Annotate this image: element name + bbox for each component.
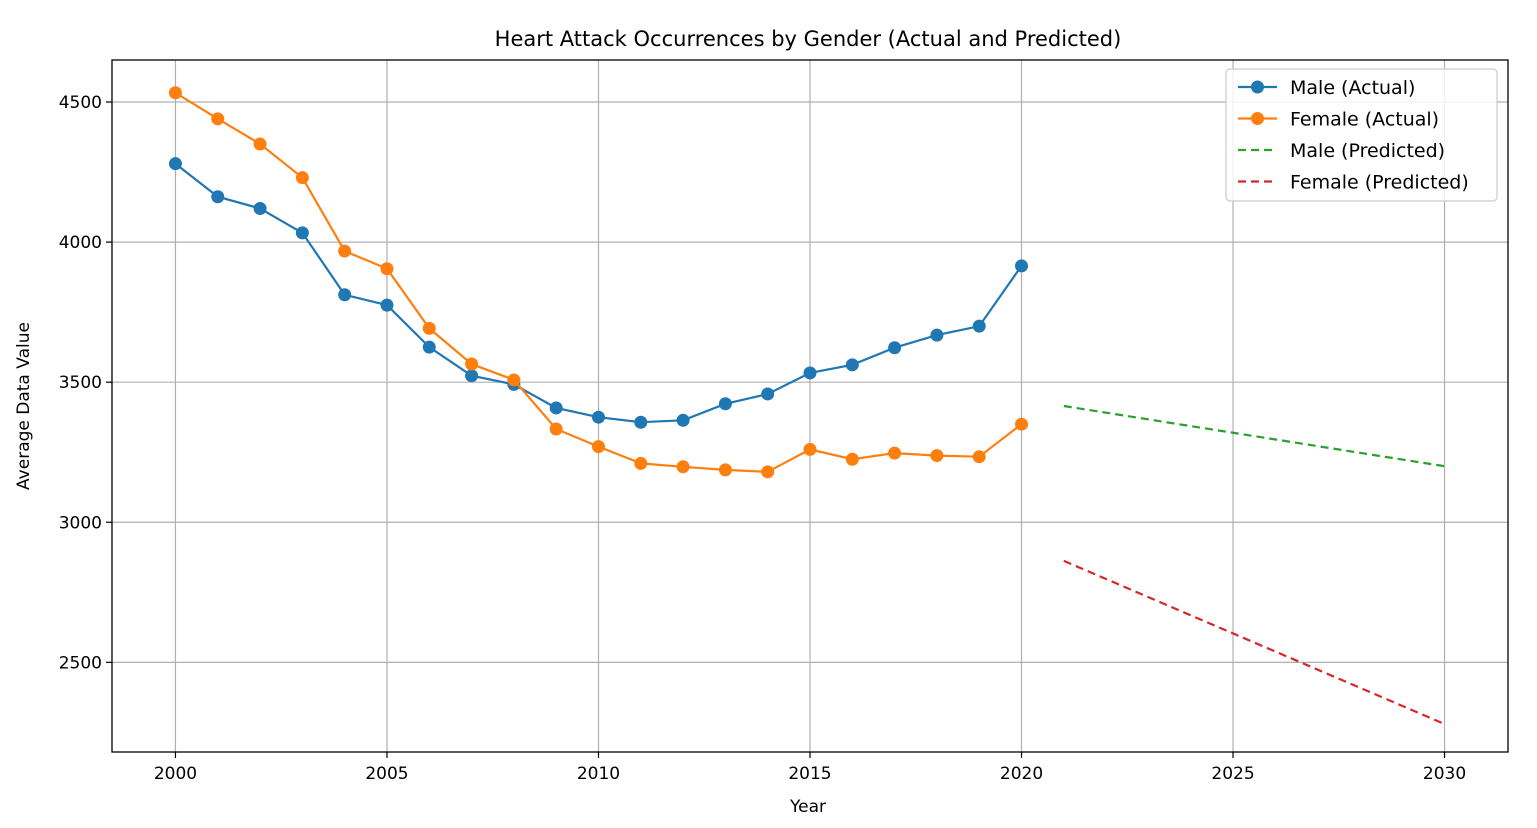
data-point-male-actual [676, 413, 690, 427]
legend-label-male-actual: Male (Actual) [1290, 77, 1415, 99]
data-point-female-actual [845, 452, 859, 466]
data-point-male-actual [465, 369, 479, 383]
data-point-female-actual [465, 357, 479, 371]
data-point-male-actual [168, 157, 182, 171]
data-point-female-actual [338, 244, 352, 258]
data-point-female-actual [634, 456, 648, 470]
data-point-male-actual [253, 201, 267, 215]
series-line-male-predicted [1063, 404, 1445, 468]
data-point-male-actual [634, 415, 648, 429]
data-point-female-actual [676, 460, 690, 474]
data-point-male-actual [422, 340, 436, 354]
legend-marker-female-actual [1251, 112, 1264, 125]
y-tick-label: 3000 [59, 513, 102, 533]
legend-label-female-actual: Female (Actual) [1290, 109, 1439, 131]
data-point-male-actual [591, 410, 605, 424]
data-point-female-actual [591, 440, 605, 454]
data-point-female-actual [168, 86, 182, 100]
data-point-female-actual [380, 262, 394, 276]
data-point-male-actual [549, 401, 563, 415]
data-point-female-actual [422, 321, 436, 335]
legend-box [1225, 68, 1498, 202]
y-tick-label: 4500 [59, 93, 102, 113]
y-tick-label: 2500 [59, 653, 102, 673]
data-point-male-actual [295, 226, 309, 240]
data-point-male-actual [211, 190, 225, 204]
x-tick-label: 2015 [788, 764, 831, 784]
data-point-male-actual [338, 288, 352, 302]
data-point-female-actual [253, 137, 267, 151]
chart-title: Heart Attack Occurrences by Gender (Actu… [495, 27, 1122, 51]
y-axis-label: Average Data Value [14, 322, 34, 490]
x-tick-label: 2005 [365, 764, 408, 784]
x-tick-label: 2025 [1211, 764, 1254, 784]
data-point-female-actual [1015, 417, 1029, 431]
x-tick-label: 2010 [577, 764, 620, 784]
series-line-female-predicted [1063, 559, 1445, 726]
legend-label-female-predicted: Female (Predicted) [1290, 172, 1469, 194]
data-point-female-actual [718, 463, 732, 477]
legend: Male (Actual) Female (Actual) Male (Predic… [1225, 68, 1498, 202]
x-tick-label: 2030 [1423, 764, 1466, 784]
data-point-female-actual [930, 449, 944, 463]
data-point-male-actual [972, 319, 986, 333]
data-point-female-actual [549, 422, 563, 436]
y-tick-label: 4000 [59, 233, 102, 253]
data-point-male-actual [888, 341, 902, 355]
data-point-female-actual [972, 450, 986, 464]
y-tick-label: 3500 [59, 373, 102, 393]
data-point-male-actual [380, 298, 394, 312]
data-point-male-actual [930, 328, 944, 342]
data-point-male-actual [761, 387, 775, 401]
data-point-male-actual [1015, 259, 1029, 273]
x-axis-label: Year [789, 797, 826, 817]
data-point-male-actual [803, 366, 817, 380]
data-point-female-actual [888, 446, 902, 460]
data-point-male-actual [845, 358, 859, 372]
data-point-female-actual [761, 465, 775, 479]
data-point-female-actual [803, 442, 817, 456]
data-point-female-actual [507, 373, 521, 387]
data-point-female-actual [295, 171, 309, 185]
legend-label-male-predicted: Male (Predicted) [1290, 140, 1445, 162]
series-layer [168, 86, 1445, 726]
data-point-male-actual [718, 397, 732, 411]
data-point-female-actual [211, 112, 225, 126]
tick-layer: 2000 2005 2010 2015 2020 2025 2030 2500 3000 3500… [59, 93, 1466, 784]
x-tick-label: 2020 [1000, 764, 1043, 784]
legend-marker-male-actual [1251, 80, 1264, 94]
x-tick-label: 2000 [154, 764, 197, 784]
